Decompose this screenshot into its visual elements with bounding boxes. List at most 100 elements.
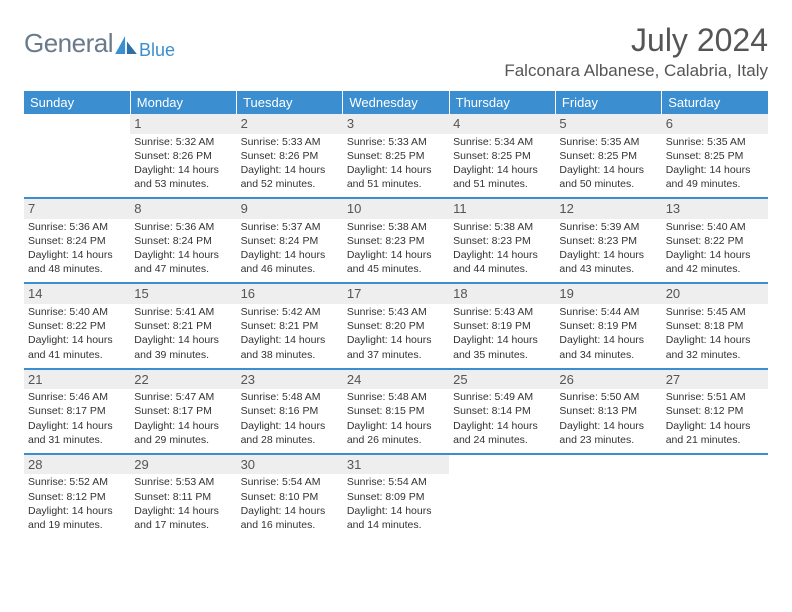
sunset-text: Sunset: 8:22 PM bbox=[666, 234, 764, 248]
daylight-text: Daylight: 14 hours and 42 minutes. bbox=[666, 248, 764, 276]
sunrise-text: Sunrise: 5:38 AM bbox=[347, 220, 445, 234]
day-number: 31 bbox=[343, 455, 449, 475]
title-block: July 2024 Falconara Albanese, Calabria, … bbox=[504, 22, 768, 81]
daylight-text: Daylight: 14 hours and 50 minutes. bbox=[559, 163, 657, 191]
daylight-text: Daylight: 14 hours and 19 minutes. bbox=[28, 504, 126, 532]
daylight-text: Daylight: 14 hours and 32 minutes. bbox=[666, 333, 764, 361]
daylight-text: Daylight: 14 hours and 45 minutes. bbox=[347, 248, 445, 276]
calendar-day-cell: 21Sunrise: 5:46 AMSunset: 8:17 PMDayligh… bbox=[24, 369, 130, 454]
sunset-text: Sunset: 8:20 PM bbox=[347, 319, 445, 333]
sunrise-text: Sunrise: 5:43 AM bbox=[347, 305, 445, 319]
daylight-text: Daylight: 14 hours and 21 minutes. bbox=[666, 419, 764, 447]
calendar-day-cell: 0 bbox=[555, 454, 661, 538]
day-number: 9 bbox=[237, 199, 343, 219]
sunset-text: Sunset: 8:12 PM bbox=[666, 404, 764, 418]
sunset-text: Sunset: 8:11 PM bbox=[134, 490, 232, 504]
sunset-text: Sunset: 8:23 PM bbox=[559, 234, 657, 248]
sunrise-text: Sunrise: 5:53 AM bbox=[134, 475, 232, 489]
calendar-table: SundayMondayTuesdayWednesdayThursdayFrid… bbox=[24, 91, 768, 538]
sunset-text: Sunset: 8:24 PM bbox=[134, 234, 232, 248]
sunrise-text: Sunrise: 5:48 AM bbox=[241, 390, 339, 404]
calendar-day-cell: 27Sunrise: 5:51 AMSunset: 8:12 PMDayligh… bbox=[662, 369, 768, 454]
sunset-text: Sunset: 8:26 PM bbox=[241, 149, 339, 163]
calendar-day-cell: 0 bbox=[24, 114, 130, 198]
day-number: 12 bbox=[555, 199, 661, 219]
sunrise-text: Sunrise: 5:40 AM bbox=[666, 220, 764, 234]
day-number: 4 bbox=[449, 114, 555, 134]
calendar-day-cell: 12Sunrise: 5:39 AMSunset: 8:23 PMDayligh… bbox=[555, 198, 661, 283]
day-header: Wednesday bbox=[343, 91, 449, 114]
daylight-text: Daylight: 14 hours and 39 minutes. bbox=[134, 333, 232, 361]
sunrise-text: Sunrise: 5:46 AM bbox=[28, 390, 126, 404]
sunrise-text: Sunrise: 5:43 AM bbox=[453, 305, 551, 319]
day-number: 19 bbox=[555, 284, 661, 304]
calendar-day-cell: 5Sunrise: 5:35 AMSunset: 8:25 PMDaylight… bbox=[555, 114, 661, 198]
header: General Blue July 2024 Falconara Albanes… bbox=[24, 22, 768, 81]
day-number: 24 bbox=[343, 370, 449, 390]
sunset-text: Sunset: 8:13 PM bbox=[559, 404, 657, 418]
calendar-day-cell: 1Sunrise: 5:32 AMSunset: 8:26 PMDaylight… bbox=[130, 114, 236, 198]
sunset-text: Sunset: 8:17 PM bbox=[134, 404, 232, 418]
day-header: Friday bbox=[555, 91, 661, 114]
daylight-text: Daylight: 14 hours and 47 minutes. bbox=[134, 248, 232, 276]
sunset-text: Sunset: 8:19 PM bbox=[453, 319, 551, 333]
calendar-week-row: 21Sunrise: 5:46 AMSunset: 8:17 PMDayligh… bbox=[24, 369, 768, 454]
sunrise-text: Sunrise: 5:36 AM bbox=[28, 220, 126, 234]
location-text: Falconara Albanese, Calabria, Italy bbox=[504, 61, 768, 81]
calendar-day-cell: 6Sunrise: 5:35 AMSunset: 8:25 PMDaylight… bbox=[662, 114, 768, 198]
day-number: 18 bbox=[449, 284, 555, 304]
calendar-week-row: 14Sunrise: 5:40 AMSunset: 8:22 PMDayligh… bbox=[24, 283, 768, 368]
sunrise-text: Sunrise: 5:37 AM bbox=[241, 220, 339, 234]
sunrise-text: Sunrise: 5:54 AM bbox=[241, 475, 339, 489]
sunset-text: Sunset: 8:14 PM bbox=[453, 404, 551, 418]
sunset-text: Sunset: 8:15 PM bbox=[347, 404, 445, 418]
sunrise-text: Sunrise: 5:35 AM bbox=[559, 135, 657, 149]
calendar-day-cell: 16Sunrise: 5:42 AMSunset: 8:21 PMDayligh… bbox=[237, 283, 343, 368]
daylight-text: Daylight: 14 hours and 14 minutes. bbox=[347, 504, 445, 532]
calendar-day-cell: 11Sunrise: 5:38 AMSunset: 8:23 PMDayligh… bbox=[449, 198, 555, 283]
daylight-text: Daylight: 14 hours and 26 minutes. bbox=[347, 419, 445, 447]
day-number: 16 bbox=[237, 284, 343, 304]
day-header: Sunday bbox=[24, 91, 130, 114]
day-number: 6 bbox=[662, 114, 768, 134]
sunset-text: Sunset: 8:23 PM bbox=[453, 234, 551, 248]
calendar-day-cell: 15Sunrise: 5:41 AMSunset: 8:21 PMDayligh… bbox=[130, 283, 236, 368]
calendar-day-cell: 14Sunrise: 5:40 AMSunset: 8:22 PMDayligh… bbox=[24, 283, 130, 368]
day-number: 13 bbox=[662, 199, 768, 219]
calendar-day-cell: 31Sunrise: 5:54 AMSunset: 8:09 PMDayligh… bbox=[343, 454, 449, 538]
sunrise-text: Sunrise: 5:47 AM bbox=[134, 390, 232, 404]
day-number: 17 bbox=[343, 284, 449, 304]
daylight-text: Daylight: 14 hours and 28 minutes. bbox=[241, 419, 339, 447]
sunset-text: Sunset: 8:24 PM bbox=[28, 234, 126, 248]
sunrise-text: Sunrise: 5:45 AM bbox=[666, 305, 764, 319]
daylight-text: Daylight: 14 hours and 17 minutes. bbox=[134, 504, 232, 532]
calendar-day-cell: 0 bbox=[662, 454, 768, 538]
sunrise-text: Sunrise: 5:42 AM bbox=[241, 305, 339, 319]
day-number: 22 bbox=[130, 370, 236, 390]
calendar-day-cell: 29Sunrise: 5:53 AMSunset: 8:11 PMDayligh… bbox=[130, 454, 236, 538]
day-number: 5 bbox=[555, 114, 661, 134]
sunset-text: Sunset: 8:25 PM bbox=[347, 149, 445, 163]
calendar-week-row: 28Sunrise: 5:52 AMSunset: 8:12 PMDayligh… bbox=[24, 454, 768, 538]
sunrise-text: Sunrise: 5:35 AM bbox=[666, 135, 764, 149]
daylight-text: Daylight: 14 hours and 24 minutes. bbox=[453, 419, 551, 447]
sunset-text: Sunset: 8:25 PM bbox=[559, 149, 657, 163]
day-number: 25 bbox=[449, 370, 555, 390]
calendar-day-cell: 30Sunrise: 5:54 AMSunset: 8:10 PMDayligh… bbox=[237, 454, 343, 538]
sunset-text: Sunset: 8:23 PM bbox=[347, 234, 445, 248]
sunrise-text: Sunrise: 5:32 AM bbox=[134, 135, 232, 149]
daylight-text: Daylight: 14 hours and 35 minutes. bbox=[453, 333, 551, 361]
calendar-day-cell: 19Sunrise: 5:44 AMSunset: 8:19 PMDayligh… bbox=[555, 283, 661, 368]
day-number: 3 bbox=[343, 114, 449, 134]
sunrise-text: Sunrise: 5:34 AM bbox=[453, 135, 551, 149]
daylight-text: Daylight: 14 hours and 51 minutes. bbox=[453, 163, 551, 191]
sunrise-text: Sunrise: 5:50 AM bbox=[559, 390, 657, 404]
daylight-text: Daylight: 14 hours and 51 minutes. bbox=[347, 163, 445, 191]
daylight-text: Daylight: 14 hours and 23 minutes. bbox=[559, 419, 657, 447]
sunset-text: Sunset: 8:22 PM bbox=[28, 319, 126, 333]
sunrise-text: Sunrise: 5:41 AM bbox=[134, 305, 232, 319]
daylight-text: Daylight: 14 hours and 43 minutes. bbox=[559, 248, 657, 276]
calendar-week-row: 01Sunrise: 5:32 AMSunset: 8:26 PMDayligh… bbox=[24, 114, 768, 198]
brand-part1: General bbox=[24, 28, 113, 59]
day-number: 28 bbox=[24, 455, 130, 475]
